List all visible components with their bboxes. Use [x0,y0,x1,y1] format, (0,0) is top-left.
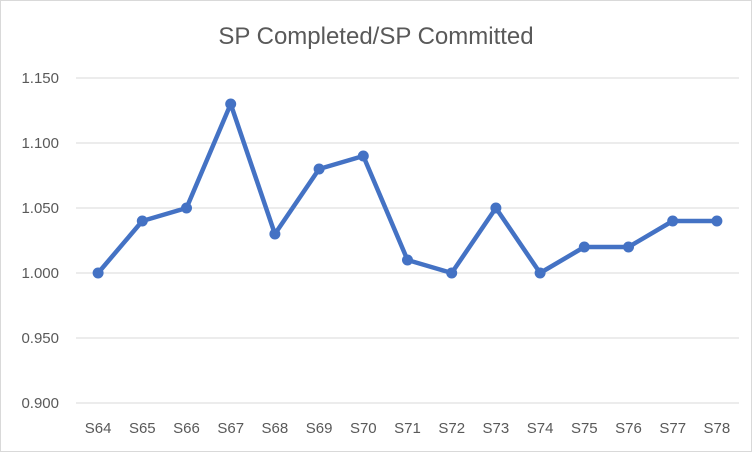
x-tick-label: S65 [129,420,156,437]
data-point [711,215,723,227]
x-tick-label: S76 [615,420,642,437]
x-tick-label: S72 [438,420,465,437]
y-tick-label: 0.950 [21,330,59,347]
chart-title: SP Completed/SP Committed [218,23,533,50]
data-point [446,267,458,279]
x-axis-ticks: S64 S65 S66 S67 S68 S69 S70 S71 S72 S73 S74 S75 S76 S… [85,420,731,437]
y-axis-ticks: 0.900 0.950 1.000 1.050 1.100 1.150 [21,70,59,412]
data-point [357,150,369,162]
data-point [269,228,281,240]
data-point [402,254,413,266]
x-tick-label: S71 [394,420,421,437]
data-point [534,267,546,279]
series-layer [92,98,723,279]
data-point [578,241,590,253]
x-tick-label: S74 [527,420,554,437]
x-tick-label: S69 [306,420,333,437]
x-tick-label: S70 [350,420,377,437]
data-point [225,98,237,110]
x-tick-label: S64 [85,420,112,437]
y-tick-label: 1.100 [21,135,59,152]
data-point [667,215,679,227]
data-point [92,267,104,279]
x-tick-label: S67 [217,420,244,437]
y-tick-label: 1.000 [21,265,59,282]
x-tick-label: S77 [659,420,686,437]
data-point [313,163,325,175]
y-tick-label: 1.050 [21,200,59,217]
x-tick-label: S73 [483,420,510,437]
x-tick-label: S68 [262,420,289,437]
x-tick-label: S66 [173,420,200,437]
data-point [623,241,634,253]
data-point [181,202,192,214]
x-tick-label: S78 [704,420,731,437]
y-tick-label: 1.150 [21,70,59,87]
data-point [136,215,148,227]
x-tick-label: S75 [571,420,598,437]
data-point [490,202,502,214]
y-tick-label: 0.900 [21,395,59,412]
